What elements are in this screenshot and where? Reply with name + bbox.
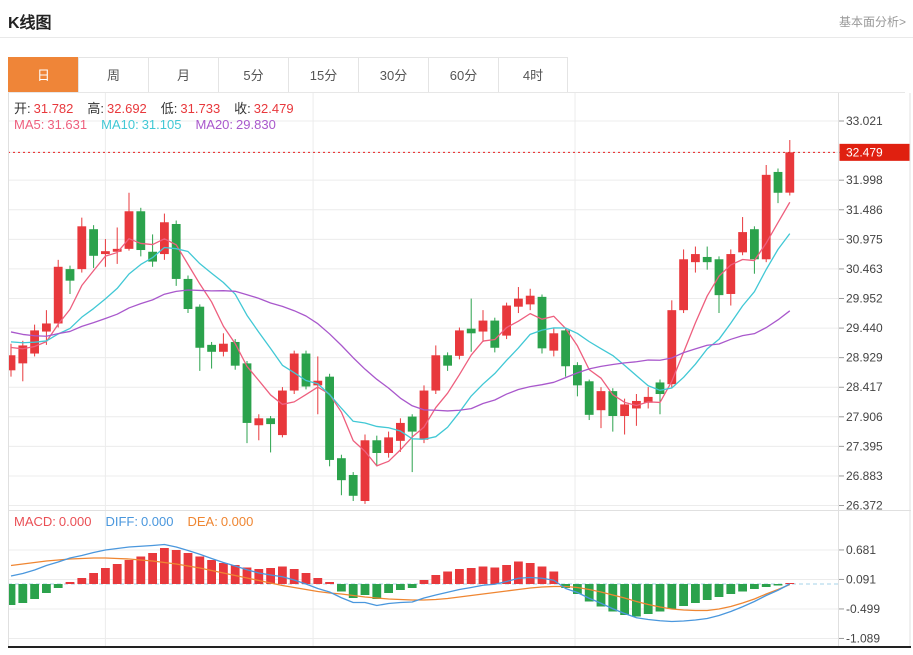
svg-text:31.486: 31.486 (846, 203, 883, 217)
tab-week[interactable]: 周 (78, 57, 148, 93)
svg-text:29.952: 29.952 (846, 291, 883, 305)
svg-text:27.906: 27.906 (846, 410, 883, 424)
info-pair: 开: 31.782 (14, 101, 74, 116)
tab-5min[interactable]: 5分 (218, 57, 288, 93)
header: K线图 基本面分析> (0, 0, 913, 38)
svg-text:31.998: 31.998 (846, 173, 883, 187)
tab-month[interactable]: 月 (148, 57, 218, 93)
svg-text:29.440: 29.440 (846, 321, 883, 335)
svg-text:0.681: 0.681 (846, 543, 876, 557)
info-pair: 低: 31.733 (160, 101, 221, 116)
tab-15min[interactable]: 15分 (288, 57, 358, 93)
period-tabbar: 日周月 5分 15分 30分 60分 4时 (8, 57, 568, 93)
panel-borders (8, 93, 911, 648)
kline-chart-canvas[interactable]: 33.021 32.479 31.998 31.486 30.975 30.463 29.9… (8, 93, 911, 650)
svg-text:26.883: 26.883 (846, 469, 883, 483)
candles (8, 140, 795, 504)
svg-text:26.372: 26.372 (846, 499, 883, 513)
ma5-line (10, 201, 791, 467)
info-pair: MA20: 29.830 (195, 117, 276, 132)
info-pair: MACD: 0.000 (14, 514, 92, 529)
ma10-line (10, 233, 791, 440)
macd-histogram (8, 548, 795, 617)
info-pair: 收: 32.479 (234, 101, 294, 116)
svg-text:33.021: 33.021 (846, 114, 883, 128)
svg-text:27.395: 27.395 (846, 439, 883, 453)
svg-text:-1.089: -1.089 (846, 631, 880, 645)
info-pair: MA10: 31.105 (101, 117, 182, 132)
kline-chart-area[interactable]: 33.021 32.479 31.998 31.486 30.975 30.463 29.9… (8, 93, 911, 650)
current-price-label (839, 143, 911, 161)
tabbar-underline (8, 92, 905, 93)
ma-info-row: MA5: 31.631 MA10: 31.105 MA20: 29.830 (14, 117, 290, 132)
dea-line (10, 557, 791, 612)
ma20-line (10, 289, 791, 412)
svg-text:30.975: 30.975 (846, 232, 883, 246)
macd-axis: 0.681 0.091 -0.499 -1.089 (838, 543, 880, 645)
svg-text:28.417: 28.417 (846, 380, 883, 394)
page-title: K线图 (8, 15, 52, 32)
price-axis: 33.021 32.479 31.998 31.486 30.975 30.463 29.9… (838, 114, 911, 513)
tab-60min[interactable]: 60分 (428, 57, 498, 93)
tab-4hour[interactable]: 4时 (498, 57, 568, 93)
ohlc-info-row: 开: 31.782 高: 32.692 低: 31.733 收: 32.479 (14, 98, 308, 117)
tab-30min[interactable]: 30分 (358, 57, 428, 93)
info-pair: MA5: 31.631 (14, 117, 88, 132)
svg-text:0.091: 0.091 (846, 572, 876, 586)
macd-info-row: MACD: 0.000 DIFF: 0.000 DEA: 0.000 (14, 514, 267, 529)
svg-text:-0.499: -0.499 (846, 602, 880, 616)
tab-day[interactable]: 日 (8, 57, 78, 93)
info-pair: DIFF: 0.000 (105, 514, 174, 529)
info-pair: 高: 32.692 (87, 101, 147, 116)
svg-text:32.479: 32.479 (846, 145, 883, 159)
info-pair: DEA: 0.000 (187, 514, 254, 529)
diff-line (10, 543, 791, 623)
svg-text:28.929: 28.929 (846, 351, 883, 365)
gridlines (8, 93, 838, 647)
fundamental-analysis-link[interactable]: 基本面分析> (838, 15, 906, 29)
svg-text:30.463: 30.463 (846, 262, 883, 276)
